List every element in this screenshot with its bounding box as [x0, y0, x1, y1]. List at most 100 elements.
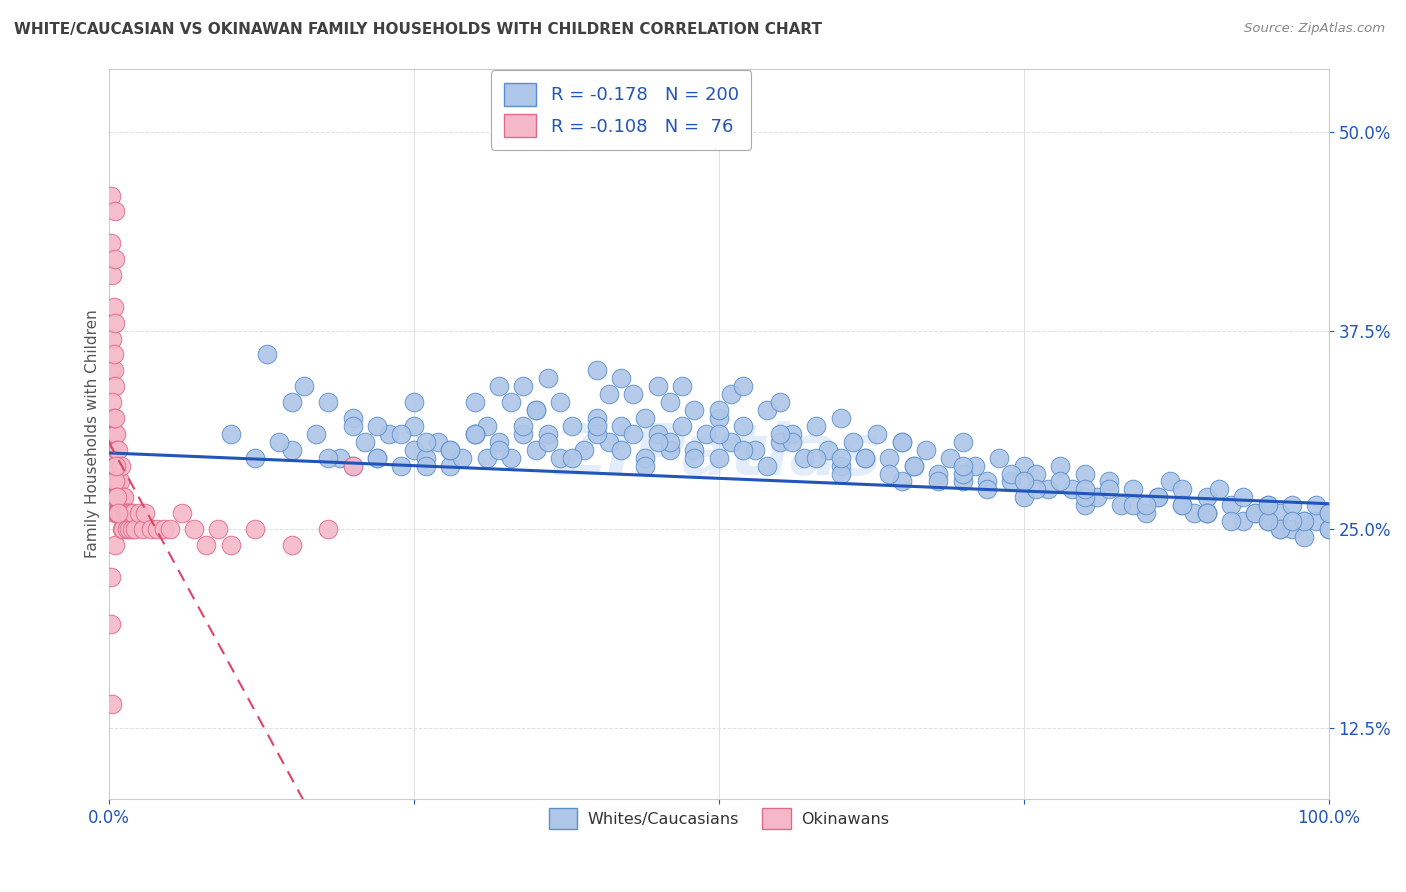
Point [366, 450, 388, 465]
Point [132, 522, 155, 536]
Point [1317, 506, 1340, 520]
Point [952, 467, 974, 481]
Point [707, 426, 730, 441]
Point [114, 506, 136, 520]
Point [610, 418, 633, 433]
Point [671, 418, 693, 433]
Point [1281, 514, 1303, 528]
Point [1244, 506, 1267, 520]
Point [114, 491, 136, 505]
Legend: Whites/Caucasians, Okinawans: Whites/Caucasians, Okinawans [543, 802, 896, 835]
Point [280, 442, 302, 457]
Point [634, 411, 657, 425]
Point [731, 379, 754, 393]
Point [585, 363, 607, 377]
Point [707, 403, 730, 417]
Point [105, 442, 128, 457]
Point [548, 450, 571, 465]
Point [890, 434, 912, 449]
Point [107, 475, 129, 489]
Point [1109, 499, 1132, 513]
Point [292, 379, 315, 393]
Point [927, 475, 949, 489]
Text: ZIPatlas: ZIPatlas [555, 421, 883, 491]
Point [104, 458, 127, 473]
Point [707, 411, 730, 425]
Point [107, 442, 129, 457]
Point [830, 458, 852, 473]
Point [1147, 491, 1170, 505]
Point [342, 418, 364, 433]
Point [104, 426, 127, 441]
Point [1012, 491, 1035, 505]
Point [1195, 491, 1218, 505]
Point [402, 395, 425, 409]
Point [104, 475, 127, 489]
Point [780, 434, 803, 449]
Point [548, 395, 571, 409]
Point [621, 387, 644, 401]
Point [219, 426, 242, 441]
Point [1195, 506, 1218, 520]
Point [100, 236, 122, 251]
Point [108, 506, 131, 520]
Point [1147, 491, 1170, 505]
Point [585, 418, 607, 433]
Point [391, 458, 413, 473]
Point [122, 506, 145, 520]
Point [104, 252, 127, 266]
Point [1122, 499, 1144, 513]
Point [671, 379, 693, 393]
Point [108, 475, 131, 489]
Point [170, 506, 193, 520]
Point [610, 371, 633, 385]
Point [342, 458, 364, 473]
Point [183, 522, 205, 536]
Point [806, 450, 828, 465]
Point [280, 395, 302, 409]
Point [488, 379, 510, 393]
Point [561, 418, 583, 433]
Point [124, 522, 146, 536]
Point [756, 403, 779, 417]
Point [806, 418, 828, 433]
Point [342, 411, 364, 425]
Point [1268, 522, 1291, 536]
Point [104, 475, 127, 489]
Point [658, 434, 681, 449]
Point [1000, 475, 1022, 489]
Point [634, 450, 657, 465]
Point [524, 403, 547, 417]
Point [219, 538, 242, 552]
Point [1268, 506, 1291, 520]
Point [501, 395, 523, 409]
Point [585, 411, 607, 425]
Point [574, 442, 596, 457]
Point [464, 395, 486, 409]
Point [488, 442, 510, 457]
Y-axis label: Family Households with Children: Family Households with Children [86, 310, 100, 558]
Point [451, 450, 474, 465]
Text: WHITE/CAUCASIAN VS OKINAWAN FAMILY HOUSEHOLDS WITH CHILDREN CORRELATION CHART: WHITE/CAUCASIAN VS OKINAWAN FAMILY HOUSE… [14, 22, 823, 37]
Point [1244, 506, 1267, 520]
Point [120, 506, 142, 520]
Point [316, 395, 339, 409]
Point [103, 347, 125, 361]
Point [115, 506, 138, 520]
Point [598, 387, 620, 401]
Point [1281, 522, 1303, 536]
Point [976, 475, 998, 489]
Point [104, 538, 127, 552]
Point [280, 538, 302, 552]
Point [103, 475, 125, 489]
Point [658, 395, 681, 409]
Point [683, 403, 706, 417]
Point [107, 506, 129, 520]
Point [817, 442, 839, 457]
Point [939, 450, 962, 465]
Point [866, 426, 889, 441]
Point [415, 434, 437, 449]
Point [464, 426, 486, 441]
Point [110, 458, 132, 473]
Point [353, 434, 375, 449]
